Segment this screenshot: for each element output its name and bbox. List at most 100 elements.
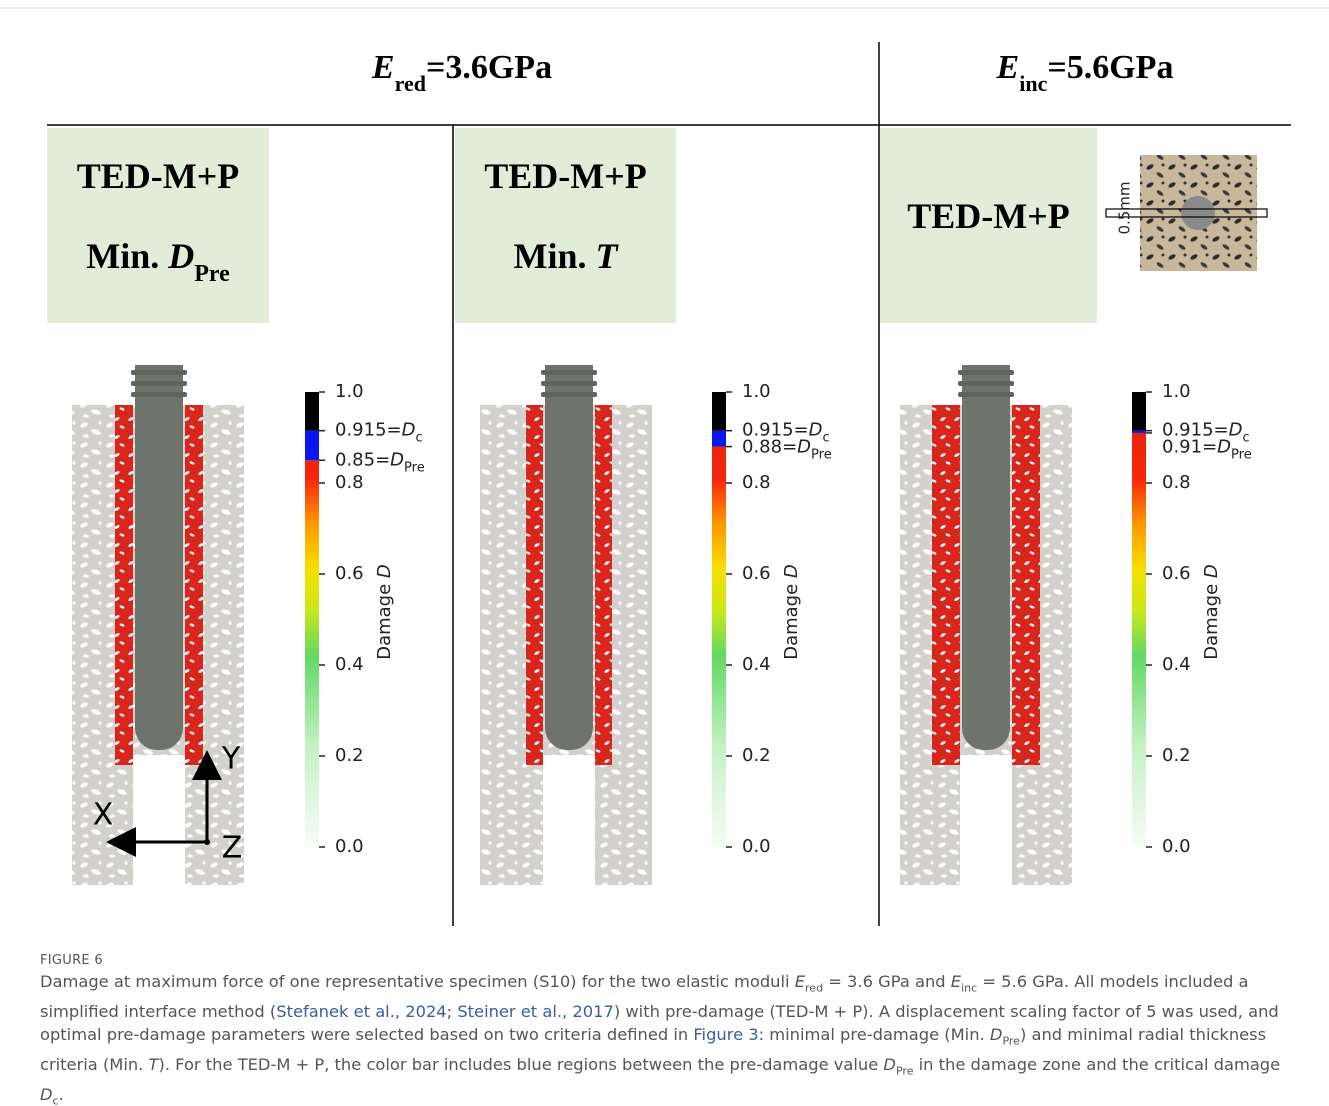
text-part: =5.6GPa xyxy=(1047,49,1173,86)
implant xyxy=(545,365,593,750)
text-part: D xyxy=(809,420,823,441)
colorbar-marker-label: 0.915=Dc xyxy=(742,420,830,446)
caption-text: T xyxy=(148,1055,159,1074)
caption-text: E xyxy=(794,972,806,991)
implant-thread xyxy=(541,392,597,397)
text-part: Pre xyxy=(404,460,425,475)
colorbar-predamage xyxy=(305,430,319,461)
implant-thread xyxy=(131,370,187,375)
text-part: 0.915= xyxy=(742,420,809,441)
group-header: Ered=3.6GPa xyxy=(371,49,552,96)
caption-text: ) with pre-damage (TED-M + P). A displac… xyxy=(40,1001,1279,1045)
colorbar-title: Damage D xyxy=(374,564,395,660)
text-part: Min. xyxy=(86,236,168,276)
text-part: D xyxy=(1229,420,1243,441)
axis-label: Y xyxy=(221,742,241,777)
text-part: 0.88= xyxy=(742,437,797,458)
caption-text: Pre xyxy=(895,1064,914,1078)
label-box xyxy=(455,128,676,323)
hole xyxy=(960,755,1012,887)
caption-text: in the damage zone and the critical dama… xyxy=(913,1055,1281,1074)
implant-thread xyxy=(958,392,1014,397)
caption-text: . xyxy=(58,1084,64,1104)
colorbar-title: Damage D xyxy=(1201,564,1222,660)
text-part: Min. xyxy=(513,236,595,276)
implant-thread xyxy=(958,381,1014,386)
label-box xyxy=(880,128,1097,323)
criterion-label: Min. DPre xyxy=(86,236,230,287)
colorbar-gradient xyxy=(305,460,319,847)
caption-text: : minimal pre-damage (Min. xyxy=(758,1025,990,1045)
implant-thread xyxy=(541,370,597,375)
axis-origin xyxy=(204,839,210,845)
implant xyxy=(962,365,1010,750)
colorbar-gradient xyxy=(1132,432,1146,847)
colorbar-predamage xyxy=(1132,430,1146,433)
damage-zone xyxy=(1012,405,1040,765)
colorbar-tick-label: 0.2 xyxy=(1162,745,1191,766)
caption-text: c xyxy=(52,1094,59,1106)
caption-text: inc xyxy=(961,981,978,995)
reference-link[interactable]: Steiner et al., 2017 xyxy=(457,1001,614,1021)
colorbar-tick-label: 1.0 xyxy=(335,381,364,402)
text-part: 0.85= xyxy=(335,449,390,470)
colorbar-marker-label: 0.915=Dc xyxy=(335,420,423,446)
text-part: Pre xyxy=(811,448,832,463)
text-part: Damage xyxy=(374,578,395,660)
colorbar-title: Damage D xyxy=(781,564,802,660)
criterion-label: Min. T xyxy=(513,236,619,276)
method-label: TED-M+P xyxy=(484,156,647,196)
text-part: inc xyxy=(1019,71,1047,96)
colorbar-tick-label: 1.0 xyxy=(742,381,771,402)
colorbar-tick-label: 0.6 xyxy=(1162,563,1191,584)
implant xyxy=(135,365,183,750)
colorbar-marker-label: 0.91=DPre xyxy=(1162,437,1252,463)
reference-link[interactable]: Stefanek et al., 2024 xyxy=(276,1001,447,1021)
text-part: c xyxy=(1243,431,1250,446)
inset-implant xyxy=(1181,196,1215,230)
caption-text: ) and minimal radial thickness criteria … xyxy=(40,1025,1267,1074)
caption: Damage at maximum force of one represent… xyxy=(40,970,1290,1106)
colorbar-gradient xyxy=(712,446,726,847)
text-part: Damage xyxy=(781,578,802,660)
figure-label: FIGURE 6 xyxy=(40,953,103,968)
colorbar-marker-label: 0.88=DPre xyxy=(742,437,832,463)
text-part: =3.6GPa xyxy=(426,49,552,86)
label-box xyxy=(47,128,269,323)
method-label: TED-M+P xyxy=(907,196,1070,236)
damage-zone xyxy=(185,405,203,765)
text-part: T xyxy=(596,236,620,276)
colorbar-tick-label: 0.0 xyxy=(1162,836,1191,857)
axis-label: X xyxy=(93,798,114,833)
text-part: c xyxy=(823,431,830,446)
colorbar-tick-label: 0.4 xyxy=(742,654,771,675)
damage-zone xyxy=(115,405,133,765)
scale-label: 0.5mm xyxy=(1116,181,1134,234)
caption-text: D xyxy=(40,1084,53,1104)
text-part: D xyxy=(167,236,194,276)
colorbar-failed xyxy=(1132,392,1146,431)
colorbar-tick-label: 0.6 xyxy=(335,563,364,584)
inset-section xyxy=(1105,208,1268,218)
text-part: 0.915= xyxy=(1162,420,1229,441)
colorbar-tick-label: 0.0 xyxy=(335,836,364,857)
colorbar-tick-label: 0.2 xyxy=(742,745,771,766)
colorbar-tick-label: 0.8 xyxy=(742,472,771,493)
caption-text: D xyxy=(989,1025,1003,1045)
text-part: Pre xyxy=(194,261,230,287)
text-part: D xyxy=(1201,564,1222,578)
text-part: 0.91= xyxy=(1162,437,1217,458)
caption-text: Damage at maximum force of one represent… xyxy=(40,972,795,991)
damage-zone xyxy=(932,405,960,765)
text-part: red xyxy=(395,71,426,96)
text-part: 0.915= xyxy=(335,420,402,441)
colorbar-tick-label: 0.0 xyxy=(742,836,771,857)
method-label: TED-M+P xyxy=(77,156,240,196)
hole xyxy=(543,755,595,887)
group-header: Einc=5.6GPa xyxy=(996,49,1174,96)
damage-zone xyxy=(526,405,543,765)
implant-thread xyxy=(131,381,187,386)
reference-link[interactable]: Figure 3 xyxy=(693,1025,759,1045)
